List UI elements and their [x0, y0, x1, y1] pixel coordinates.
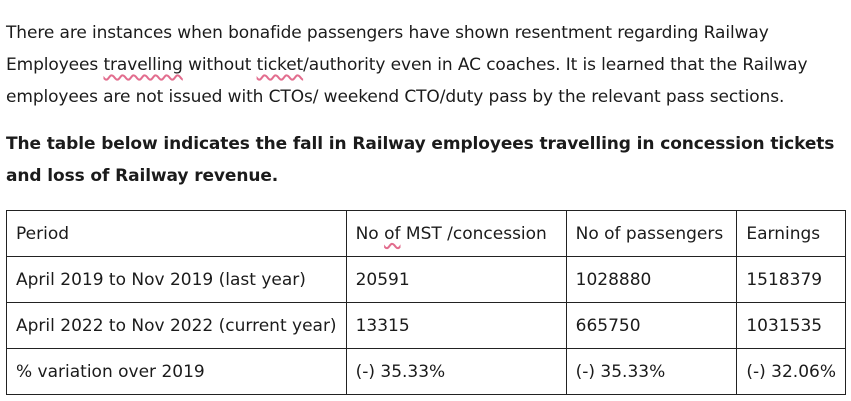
header-mst: No of MST /concession [345, 210, 567, 257]
intro-paragraph: There are instances when bonafide passen… [6, 17, 846, 113]
cell-mst: 13315 [345, 302, 567, 349]
cell-mst: (-) 35.33% [345, 348, 567, 395]
cell-earnings: (-) 32.06% [736, 348, 846, 395]
cell-period: April 2022 to Nov 2022 (current year) [6, 302, 347, 349]
cell-earnings: 1031535 [736, 302, 846, 349]
cell-period: April 2019 to Nov 2019 (last year) [6, 256, 347, 303]
header-mst-suffix: MST /concession [400, 223, 547, 244]
table-lead-text: The table below indicates the fall in Ra… [6, 134, 835, 186]
header-period: Period [6, 210, 347, 257]
spellcheck-word-of[interactable]: of [384, 223, 401, 244]
intro-text-part2: without [182, 55, 257, 75]
cell-passengers: 665750 [565, 302, 738, 349]
table-header-row: Period No of MST /concession No of passe… [6, 210, 846, 257]
spellcheck-word-travelling[interactable]: travelling [103, 55, 183, 75]
cell-passengers: 1028880 [565, 256, 738, 303]
header-mst-prefix: No [355, 223, 385, 244]
intro-text-part3: /authority even in AC coaches. It is lea… [6, 55, 808, 107]
header-passengers: No of passengers [565, 210, 738, 257]
header-earnings: Earnings [736, 210, 846, 257]
revenue-table: Period No of MST /concession No of passe… [6, 210, 846, 395]
intro-text-part1: There are instances when bonafide passen… [6, 23, 769, 75]
table-row: April 2022 to Nov 2022 (current year) 13… [6, 302, 846, 349]
cell-period: % variation over 2019 [6, 348, 347, 395]
table-row: April 2019 to Nov 2019 (last year) 20591… [6, 256, 846, 303]
spellcheck-word-ticket[interactable]: ticket [256, 55, 304, 75]
cell-earnings: 1518379 [736, 256, 846, 303]
cell-mst: 20591 [345, 256, 567, 303]
table-row: % variation over 2019 (-) 35.33% (-) 35.… [6, 348, 846, 395]
cell-passengers: (-) 35.33% [565, 348, 738, 395]
